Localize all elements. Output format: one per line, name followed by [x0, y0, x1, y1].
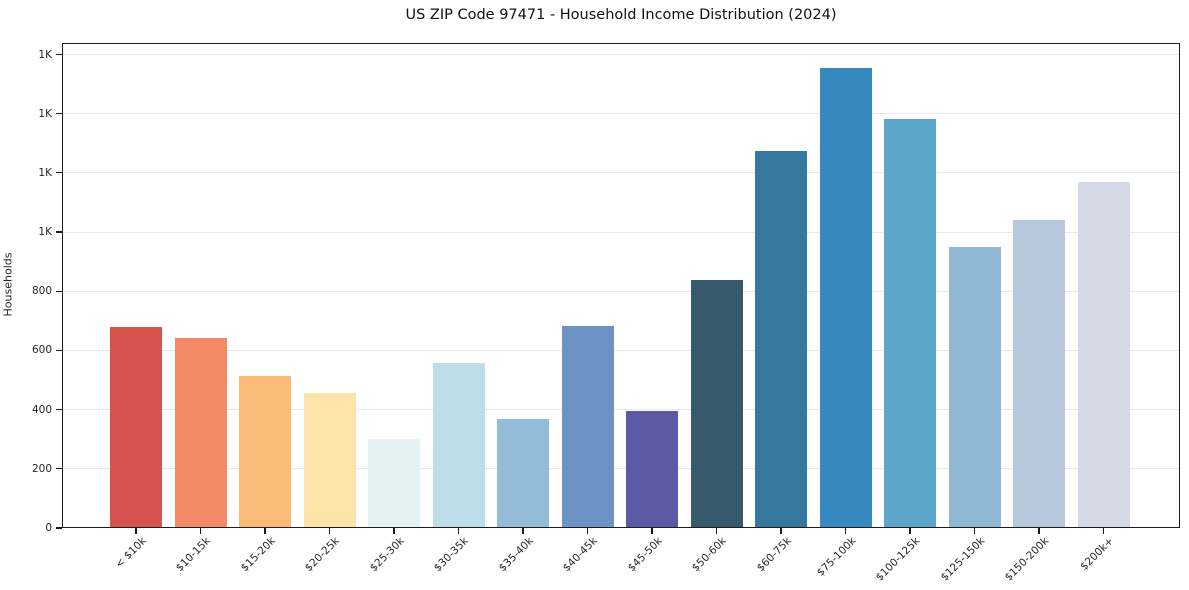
- bar-30-35k: [432, 363, 485, 528]
- y-tick-label: 1K: [38, 166, 52, 179]
- bar-15-20k: [239, 376, 291, 528]
- bar-45-50k: [626, 410, 678, 528]
- bar-10k: [110, 326, 162, 528]
- x-tick-label: $30-35k: [431, 535, 471, 575]
- y-tick-label: 800: [31, 285, 52, 298]
- bar-125-150k: [948, 246, 1001, 528]
- x-tick-mark: [457, 528, 460, 534]
- x-tick-mark: [1102, 528, 1105, 534]
- chart-title: US ZIP Code 97471 - Household Income Dis…: [405, 7, 837, 23]
- gridline: [62, 349, 1180, 351]
- bar-200k: [1077, 181, 1130, 528]
- bar-25-30k: [368, 438, 420, 528]
- bar-20-25k: [303, 392, 356, 528]
- x-tick-label: $125-150k: [938, 535, 987, 584]
- x-tick-mark: [973, 528, 976, 534]
- y-tick-mark: [56, 113, 62, 115]
- gridline: [62, 172, 1180, 174]
- x-tick-mark: [328, 528, 331, 534]
- bar-50-60k: [690, 280, 743, 528]
- x-tick-mark: [844, 528, 847, 534]
- y-tick-mark: [56, 349, 62, 352]
- y-tick-mark: [56, 468, 62, 470]
- bar-75-100k: [819, 68, 872, 528]
- bar-35-40k: [497, 419, 549, 528]
- y-tick-label: 1K: [38, 226, 52, 239]
- bar-10-15k: [174, 337, 227, 528]
- y-tick-label: 600: [31, 344, 52, 357]
- x-tick-label: $60-75k: [754, 535, 794, 575]
- y-tick-label: 400: [31, 403, 52, 416]
- y-tick-mark: [56, 53, 62, 56]
- x-tick-label: $150-200k: [1002, 535, 1052, 584]
- x-tick-label: $50-60k: [689, 535, 729, 575]
- bar-100-125k: [884, 119, 936, 528]
- x-tick-label: $200k+: [1078, 535, 1116, 573]
- plot-area: [62, 43, 1180, 528]
- x-tick-mark: [586, 528, 589, 534]
- gridline: [62, 113, 1180, 115]
- x-tick-mark: [135, 528, 137, 534]
- y-tick-label: 0: [45, 522, 52, 534]
- gridline: [62, 468, 1180, 470]
- x-tick-mark: [715, 528, 718, 534]
- y-tick-mark: [56, 172, 62, 174]
- x-tick-label: $20-25k: [302, 535, 342, 575]
- x-tick-mark: [1038, 528, 1040, 534]
- y-tick-mark: [56, 409, 62, 411]
- y-tick-mark: [56, 527, 62, 529]
- y-axis-label: Households: [1, 252, 15, 317]
- x-tick-mark: [393, 528, 395, 534]
- y-tick-mark: [56, 231, 62, 233]
- x-tick-label: $100-125k: [873, 535, 923, 584]
- y-tick-label: 1K: [38, 107, 52, 120]
- x-tick-mark: [264, 528, 266, 534]
- x-tick-label: $10-15k: [173, 535, 213, 575]
- y-tick-label: 200: [31, 462, 52, 475]
- y-tick-label: 1K: [38, 48, 52, 61]
- x-tick-label: $40-45k: [560, 535, 600, 575]
- gridline: [62, 290, 1180, 292]
- x-tick-mark: [651, 528, 653, 534]
- x-tick-label: $35-40k: [496, 535, 536, 575]
- x-tick-label: < $10k: [112, 535, 149, 571]
- x-tick-mark: [199, 528, 202, 534]
- gridline: [62, 54, 1180, 56]
- x-tick-label: $15-20k: [238, 535, 278, 575]
- gridline: [62, 231, 1180, 233]
- bar-150-200k: [1013, 220, 1065, 528]
- bar-40-45k: [561, 326, 614, 528]
- bar-60-75k: [755, 151, 807, 528]
- x-tick-mark: [909, 528, 911, 534]
- x-tick-mark: [780, 528, 782, 534]
- gridline: [62, 409, 1180, 411]
- x-tick-label: $75-100k: [814, 535, 858, 579]
- x-tick-label: $45-50k: [625, 535, 665, 575]
- x-tick-label: $25-30k: [367, 535, 407, 575]
- y-tick-mark: [56, 290, 62, 292]
- x-tick-mark: [522, 528, 524, 534]
